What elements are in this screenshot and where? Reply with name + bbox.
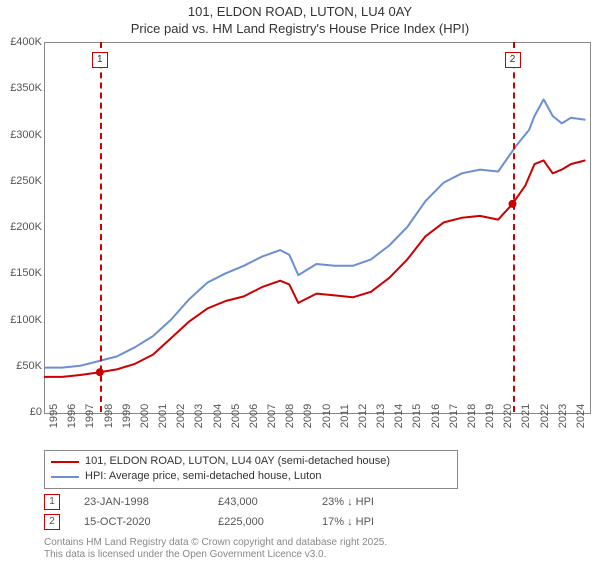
x-tick-label: 2008 (284, 404, 296, 428)
credits-line-2: This data is licensed under the Open Gov… (44, 549, 387, 561)
sale-pct: 23% ↓ HPI (322, 496, 374, 508)
y-tick-label: £200K (10, 221, 42, 233)
x-tick-label: 1999 (121, 404, 133, 428)
sale-marker-box: 2 (44, 514, 60, 530)
series-line-price_paid (44, 160, 585, 377)
legend-item: HPI: Average price, semi-detached house,… (51, 469, 451, 484)
x-tick-label: 2012 (357, 404, 369, 428)
legend-label: 101, ELDON ROAD, LUTON, LU4 0AY (semi-de… (85, 454, 390, 469)
x-tick-label: 2001 (157, 404, 169, 428)
legend-label: HPI: Average price, semi-detached house,… (85, 469, 321, 484)
sale-marker-line (513, 42, 515, 412)
y-tick-label: £150K (10, 267, 42, 279)
x-tick-label: 2019 (484, 404, 496, 428)
x-tick-label: 2017 (448, 404, 460, 428)
x-tick-label: 2024 (575, 404, 587, 428)
y-tick-label: £300K (10, 129, 42, 141)
x-tick-label: 2004 (212, 404, 224, 428)
sale-price: £225,000 (218, 516, 298, 528)
line-chart-svg (44, 42, 589, 412)
x-tick-label: 2021 (520, 404, 532, 428)
credits: Contains HM Land Registry data © Crown c… (44, 537, 387, 561)
legend-swatch (51, 461, 79, 463)
x-tick-label: 2022 (539, 404, 551, 428)
x-tick-label: 1995 (48, 404, 60, 428)
x-tick-label: 2005 (230, 404, 242, 428)
x-tick-label: 2016 (430, 404, 442, 428)
title-block: 101, ELDON ROAD, LUTON, LU4 0AY Price pa… (0, 0, 600, 38)
x-tick-label: 2000 (139, 404, 151, 428)
credits-line-1: Contains HM Land Registry data © Crown c… (44, 537, 387, 549)
title-line-2: Price paid vs. HM Land Registry's House … (0, 21, 600, 38)
y-tick-label: £250K (10, 175, 42, 187)
x-tick-label: 2015 (411, 404, 423, 428)
y-tick-label: £350K (10, 82, 42, 94)
series-line-hpi (44, 99, 585, 367)
x-tick-label: 2006 (248, 404, 260, 428)
x-tick-label: 2013 (375, 404, 387, 428)
sale-marker-box: 2 (505, 52, 521, 68)
y-tick-label: £100K (10, 314, 42, 326)
x-tick-label: 2018 (466, 404, 478, 428)
legend: 101, ELDON ROAD, LUTON, LU4 0AY (semi-de… (44, 450, 458, 489)
title-line-1: 101, ELDON ROAD, LUTON, LU4 0AY (0, 4, 600, 21)
chart-container: 101, ELDON ROAD, LUTON, LU4 0AY Price pa… (0, 0, 600, 560)
sale-pct: 17% ↓ HPI (322, 516, 374, 528)
x-tick-label: 2010 (321, 404, 333, 428)
x-tick-label: 1996 (66, 404, 78, 428)
y-tick-label: £400K (10, 36, 42, 48)
x-tick-label: 2002 (175, 404, 187, 428)
x-tick-label: 2009 (302, 404, 314, 428)
sale-marker-line (100, 42, 102, 412)
sales-row: 2 15-OCT-2020 £225,000 17% ↓ HPI (44, 514, 584, 530)
x-tick-label: 1998 (103, 404, 115, 428)
legend-swatch (51, 476, 79, 478)
y-tick-label: £50K (16, 360, 42, 372)
x-tick-label: 2014 (393, 404, 405, 428)
x-tick-label: 2023 (557, 404, 569, 428)
y-tick-label: £0 (30, 406, 42, 418)
sale-date: 23-JAN-1998 (84, 496, 194, 508)
x-tick-label: 1997 (84, 404, 96, 428)
sale-marker-box: 1 (44, 494, 60, 510)
legend-item: 101, ELDON ROAD, LUTON, LU4 0AY (semi-de… (51, 454, 451, 469)
x-tick-label: 2011 (339, 404, 351, 428)
sale-date: 15-OCT-2020 (84, 516, 194, 528)
sales-table: 1 23-JAN-1998 £43,000 23% ↓ HPI 2 15-OCT… (44, 494, 584, 534)
sale-price: £43,000 (218, 496, 298, 508)
sale-marker-box: 1 (92, 52, 108, 68)
x-tick-label: 2007 (266, 404, 278, 428)
sales-row: 1 23-JAN-1998 £43,000 23% ↓ HPI (44, 494, 584, 510)
x-tick-label: 2003 (193, 404, 205, 428)
